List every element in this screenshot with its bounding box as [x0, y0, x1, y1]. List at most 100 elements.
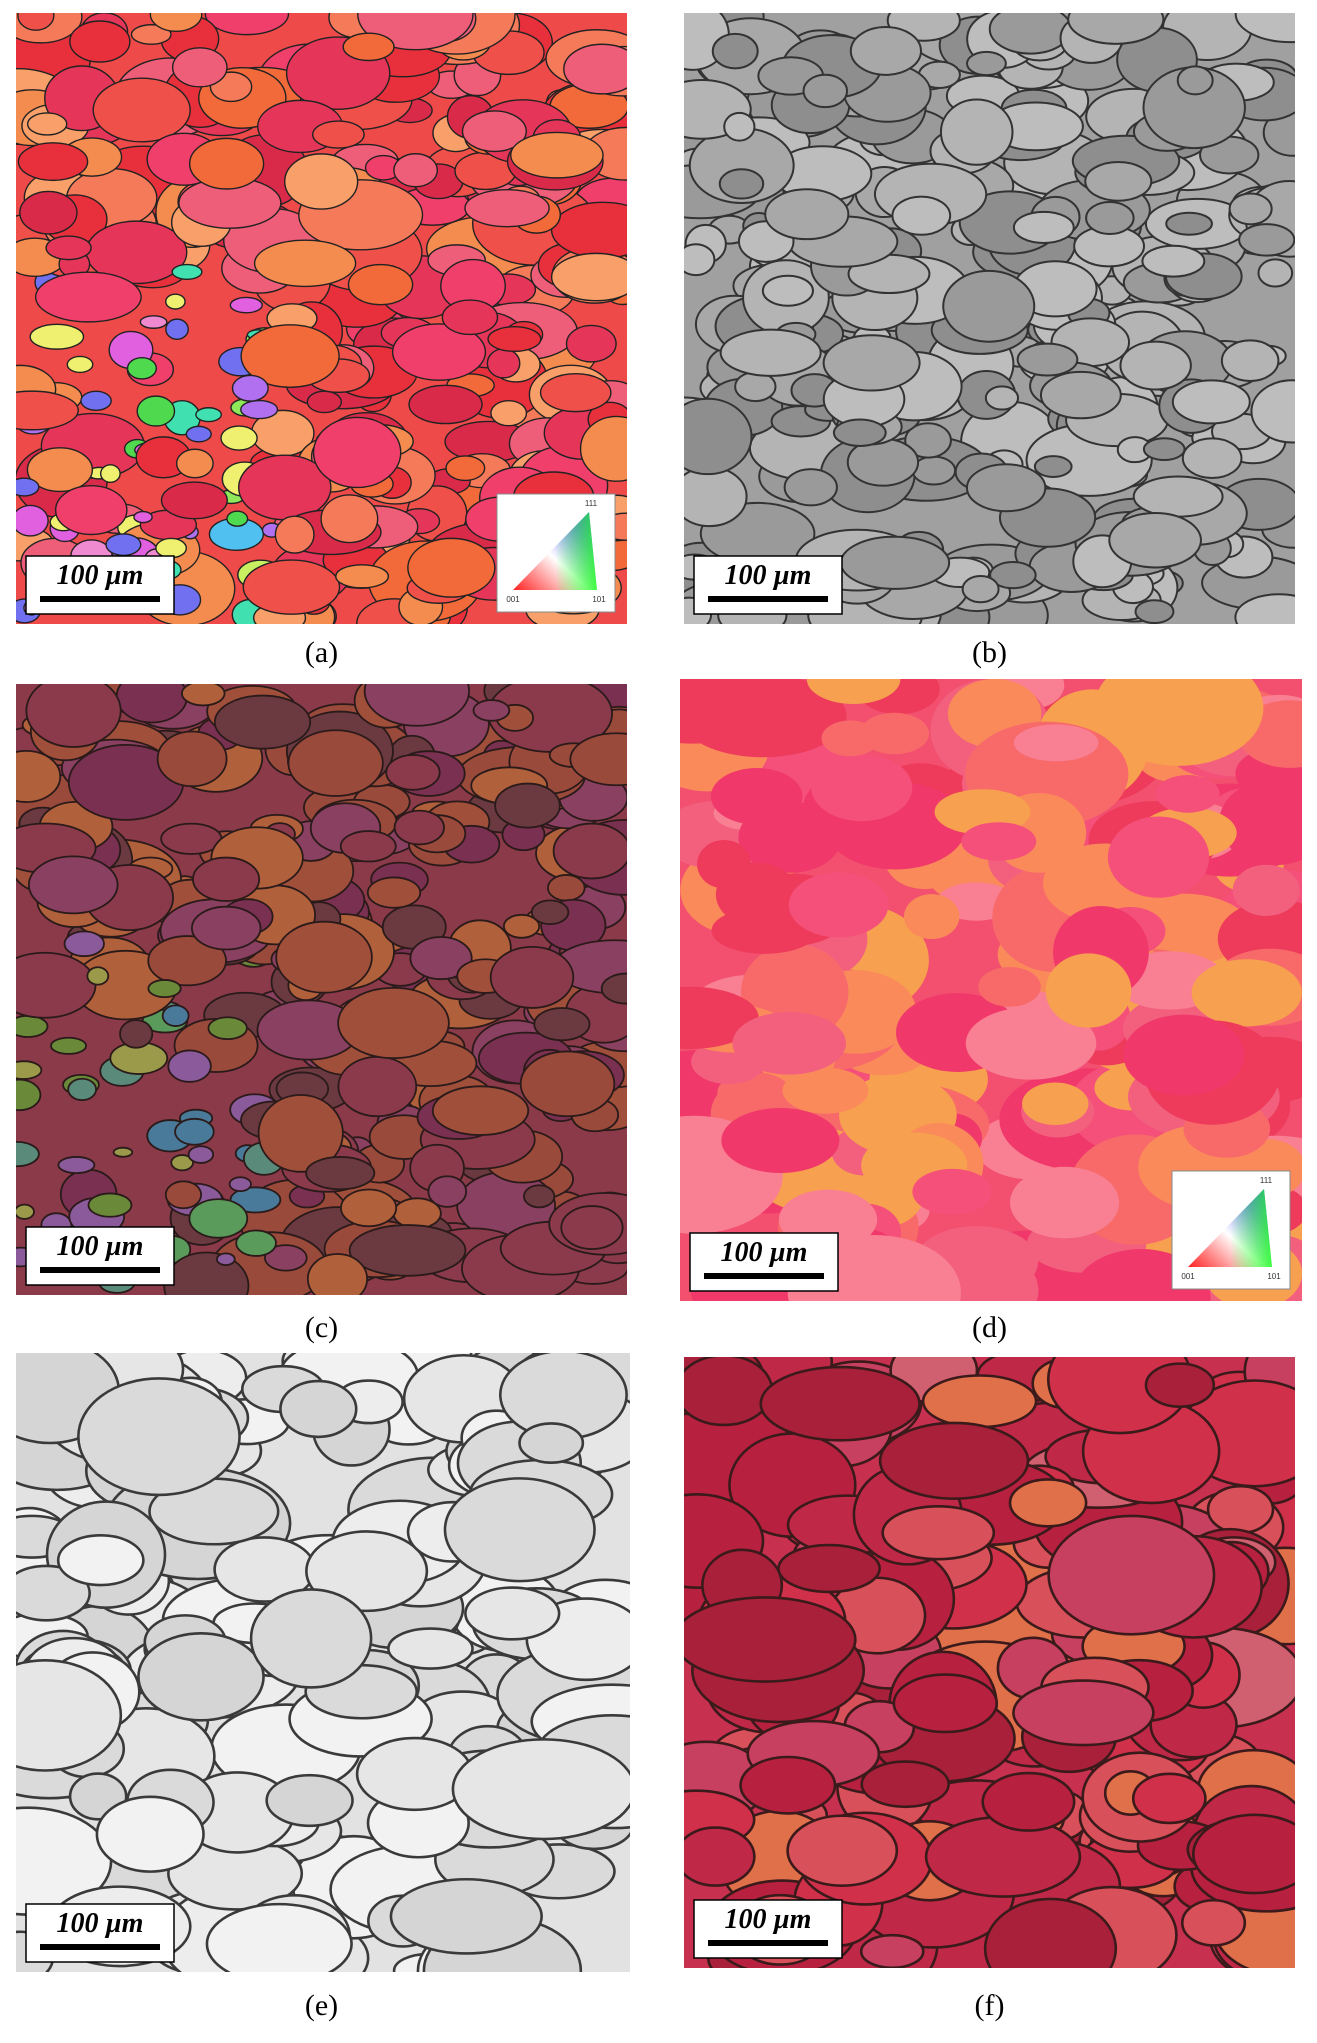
grain: [1141, 244, 1206, 278]
grain: [54, 485, 128, 536]
grain: [431, 1085, 530, 1136]
grain: [188, 137, 265, 190]
grain: [718, 168, 765, 200]
grain: [147, 979, 182, 999]
grain: [242, 559, 341, 615]
grain: [188, 1198, 249, 1239]
grain: [1094, 679, 1264, 766]
grain: [156, 730, 228, 788]
grain: [161, 1004, 190, 1027]
grain: [165, 293, 186, 310]
grain: [1045, 953, 1132, 1028]
scale-bar: 100 µm: [693, 555, 843, 615]
grain: [263, 1244, 308, 1272]
grain: [489, 945, 575, 1009]
grain: [777, 1543, 881, 1594]
grain: [339, 830, 397, 863]
grain: [1013, 724, 1099, 762]
grain-layer: [16, 1353, 630, 1972]
grain: [684, 397, 753, 476]
scale-bar-line: [40, 1944, 160, 1950]
grain: [711, 32, 759, 70]
grain: [464, 1586, 561, 1641]
grain: [105, 533, 142, 557]
grain: [921, 1374, 1038, 1429]
scale-bar-box: [25, 1226, 175, 1286]
grain: [1008, 1478, 1088, 1528]
grain: [1165, 211, 1213, 236]
grain: [16, 390, 79, 431]
grain: [16, 1014, 49, 1038]
grain: [441, 299, 499, 336]
grain: [306, 1253, 368, 1295]
ipf-label: 111: [585, 499, 598, 508]
grain: [1192, 1813, 1295, 1895]
grain: [715, 862, 798, 927]
grain: [839, 535, 951, 590]
grain: [287, 729, 384, 797]
grain: [1012, 210, 1075, 244]
grain: [1238, 223, 1295, 257]
grain: [1234, 13, 1295, 44]
grain: [550, 252, 627, 302]
grain: [231, 374, 269, 402]
scale-bar-box: [693, 1899, 843, 1959]
ipf-label: 101: [592, 595, 606, 604]
grain: [490, 399, 528, 427]
grain: [518, 1422, 585, 1464]
grain: [130, 24, 172, 45]
grain: [487, 326, 542, 353]
grain-layer: [16, 684, 627, 1295]
grain: [29, 323, 85, 350]
grain: [16, 504, 49, 537]
grain: [16, 1140, 40, 1168]
panel-c: 100 µm: [16, 684, 627, 1295]
grain: [16, 1078, 42, 1112]
grain: [547, 874, 586, 902]
grain: [220, 425, 258, 451]
grain: [802, 73, 849, 109]
grain: [1119, 340, 1192, 391]
grain: [1085, 200, 1135, 236]
scale-bar: 100 µm: [25, 1903, 175, 1963]
ipf-triangle-overlay: [1188, 1189, 1272, 1267]
grain: [69, 20, 131, 63]
grain: [27, 855, 119, 915]
grain: [195, 407, 223, 423]
grain: [366, 876, 422, 909]
grain: [519, 1050, 616, 1118]
grain: [155, 537, 188, 559]
grain: [983, 1897, 1118, 1968]
grain: [821, 720, 879, 757]
panel-caption: (b): [972, 636, 1007, 669]
grain: [1220, 339, 1280, 383]
grain: [139, 315, 168, 329]
grain: [77, 1377, 241, 1497]
micrograph: 100 µm: [16, 1353, 630, 1972]
grain: [961, 822, 1037, 861]
grain: [192, 856, 261, 902]
grain: [464, 188, 550, 228]
scale-bar-box: [693, 555, 843, 615]
grain: [279, 1379, 358, 1439]
grain: [99, 464, 121, 484]
grain: [1009, 1166, 1120, 1239]
grain: [95, 1795, 205, 1873]
grain: [389, 1877, 543, 1955]
grain: [878, 1421, 1030, 1500]
scale-bar-label: 100 µm: [725, 1904, 812, 1935]
grain: [1257, 258, 1294, 288]
grain: [16, 1203, 35, 1220]
grain: [16, 749, 62, 803]
grain: [26, 447, 94, 493]
grain: [215, 1252, 236, 1266]
scale-bar-line: [40, 1267, 160, 1273]
grain: [16, 1060, 43, 1080]
grain: [63, 930, 105, 958]
grain: [207, 1016, 248, 1041]
grain: [978, 966, 1041, 1007]
grain: [283, 153, 359, 210]
grain: [342, 32, 395, 62]
scale-bar-line: [40, 596, 160, 602]
